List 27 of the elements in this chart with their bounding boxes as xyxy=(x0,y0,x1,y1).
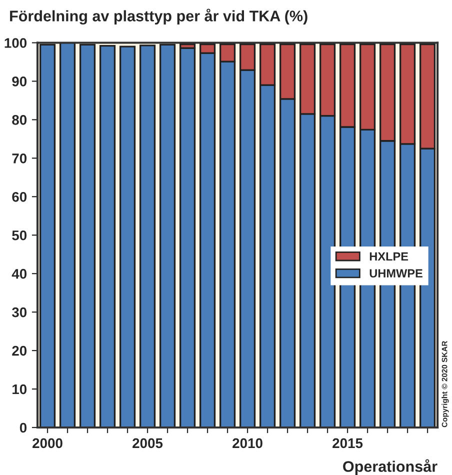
x-tick-label: 2010 xyxy=(232,438,262,448)
bar xyxy=(79,44,96,428)
y-tick-label: 90 xyxy=(12,76,27,86)
bar xyxy=(39,44,56,428)
bar xyxy=(139,44,156,428)
bar xyxy=(59,42,76,428)
bar xyxy=(159,44,176,428)
y-tick-label: 40 xyxy=(12,268,27,279)
y-tick-label: 0 xyxy=(20,422,27,433)
y-tick-label: 20 xyxy=(12,346,27,356)
y-tick-label: 60 xyxy=(12,192,27,202)
x-tick-label: 2015 xyxy=(332,438,363,448)
x-tick-label: 2005 xyxy=(132,438,163,448)
legend-label: UHMWPE xyxy=(370,269,422,278)
y-tick-label: 80 xyxy=(12,115,27,125)
y-tick-label: 50 xyxy=(12,230,27,240)
chart-title: Fördelning av plasttyp per år vid TKA (%) xyxy=(10,8,308,25)
x-tick-label: 2000 xyxy=(32,438,62,448)
bar xyxy=(119,46,136,428)
y-tick-label: 70 xyxy=(12,154,27,164)
y-tick-label: 10 xyxy=(12,384,27,394)
bar xyxy=(99,44,116,428)
y-tick-label: 30 xyxy=(12,307,27,318)
y-tick-label: 100 xyxy=(4,38,27,48)
x-axis-title: Operationsår xyxy=(343,459,438,475)
legend-label: HXLPE xyxy=(370,252,408,261)
bar xyxy=(179,47,196,428)
